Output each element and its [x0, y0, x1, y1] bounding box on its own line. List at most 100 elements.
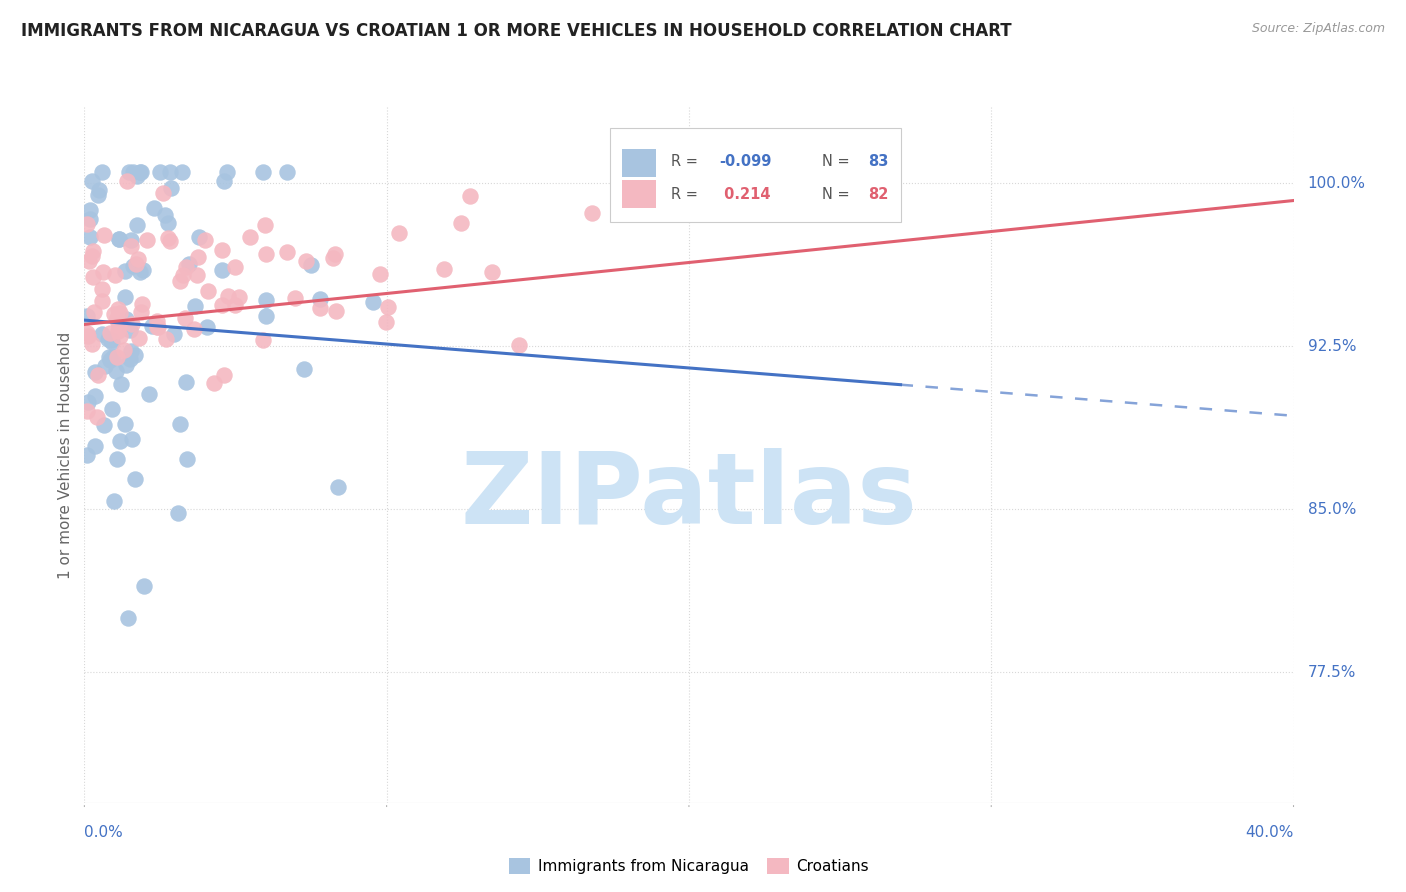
Point [124, 472, 146, 486]
Point [254, 293, 277, 307]
Text: 0.0%: 0.0% [84, 825, 124, 840]
Point [581, 205, 603, 219]
Point [105, 451, 128, 466]
Point [155, 208, 177, 222]
Point [76, 326, 98, 340]
Point [100, 333, 122, 347]
Text: 77.5%: 77.5% [1308, 665, 1355, 680]
Point [121, 165, 143, 179]
Text: 92.5%: 92.5% [1308, 339, 1355, 354]
Point [172, 268, 194, 283]
Point [169, 417, 191, 432]
Point [169, 274, 191, 288]
Text: 100.0%: 100.0% [1308, 176, 1365, 191]
Point [388, 227, 411, 241]
Point [105, 313, 128, 327]
Point [325, 304, 347, 318]
Point [214, 368, 236, 382]
Point [76, 404, 98, 418]
Point [82, 248, 104, 262]
Point [97, 332, 120, 346]
Point [197, 319, 219, 334]
Point [217, 289, 239, 303]
Point [107, 302, 129, 317]
Point [79, 203, 101, 218]
Point [118, 165, 141, 179]
Point [294, 254, 316, 268]
Point [173, 311, 195, 326]
Point [299, 258, 322, 272]
Point [186, 268, 208, 282]
Text: -0.099: -0.099 [720, 153, 772, 169]
Point [508, 338, 530, 352]
Point [82, 270, 104, 285]
Point [149, 165, 172, 179]
Point [103, 493, 125, 508]
Text: 82: 82 [868, 186, 889, 202]
Point [108, 232, 131, 246]
Text: N =: N = [823, 186, 855, 202]
Point [101, 335, 124, 350]
Point [187, 229, 209, 244]
Point [326, 479, 349, 493]
Point [450, 216, 472, 230]
Point [276, 165, 298, 179]
Point [308, 292, 330, 306]
Point [160, 181, 183, 195]
Point [142, 201, 165, 215]
Point [377, 300, 399, 314]
Point [101, 402, 124, 417]
Point [132, 263, 155, 277]
Point [197, 285, 219, 299]
Point [101, 350, 124, 364]
Point [120, 343, 142, 358]
Point [124, 347, 146, 361]
Point [136, 233, 159, 247]
Point [228, 289, 250, 303]
Point [129, 304, 152, 318]
Point [120, 234, 142, 248]
Point [114, 290, 136, 304]
Point [170, 165, 193, 179]
Point [105, 311, 128, 326]
Point [252, 333, 274, 347]
Point [239, 230, 262, 244]
Point [114, 358, 136, 372]
Point [156, 216, 179, 230]
Point [159, 234, 181, 248]
Point [129, 165, 152, 179]
Point [276, 245, 298, 260]
Text: R =: R = [671, 186, 703, 202]
Point [254, 310, 277, 324]
Point [115, 174, 138, 188]
Point [117, 611, 139, 625]
Point [122, 259, 145, 273]
Point [131, 297, 153, 311]
Point [284, 291, 307, 305]
Point [292, 362, 315, 376]
Point [211, 263, 233, 277]
Point [112, 343, 135, 357]
Point [108, 434, 131, 449]
Point [134, 579, 156, 593]
Point [89, 183, 111, 197]
Point [108, 329, 131, 343]
Text: 83: 83 [868, 153, 889, 169]
Point [83, 305, 105, 319]
Point [125, 257, 148, 271]
Point [323, 247, 346, 261]
Point [105, 350, 128, 364]
Point [156, 231, 179, 245]
Point [76, 217, 98, 231]
Point [77, 328, 100, 343]
Text: R =: R = [671, 153, 703, 169]
Point [368, 267, 391, 281]
Point [77, 395, 100, 409]
Point [253, 218, 276, 232]
Point [308, 301, 330, 315]
Point [107, 324, 129, 338]
Point [152, 186, 174, 200]
Point [121, 317, 143, 331]
Point [254, 247, 277, 261]
Point [93, 418, 115, 433]
